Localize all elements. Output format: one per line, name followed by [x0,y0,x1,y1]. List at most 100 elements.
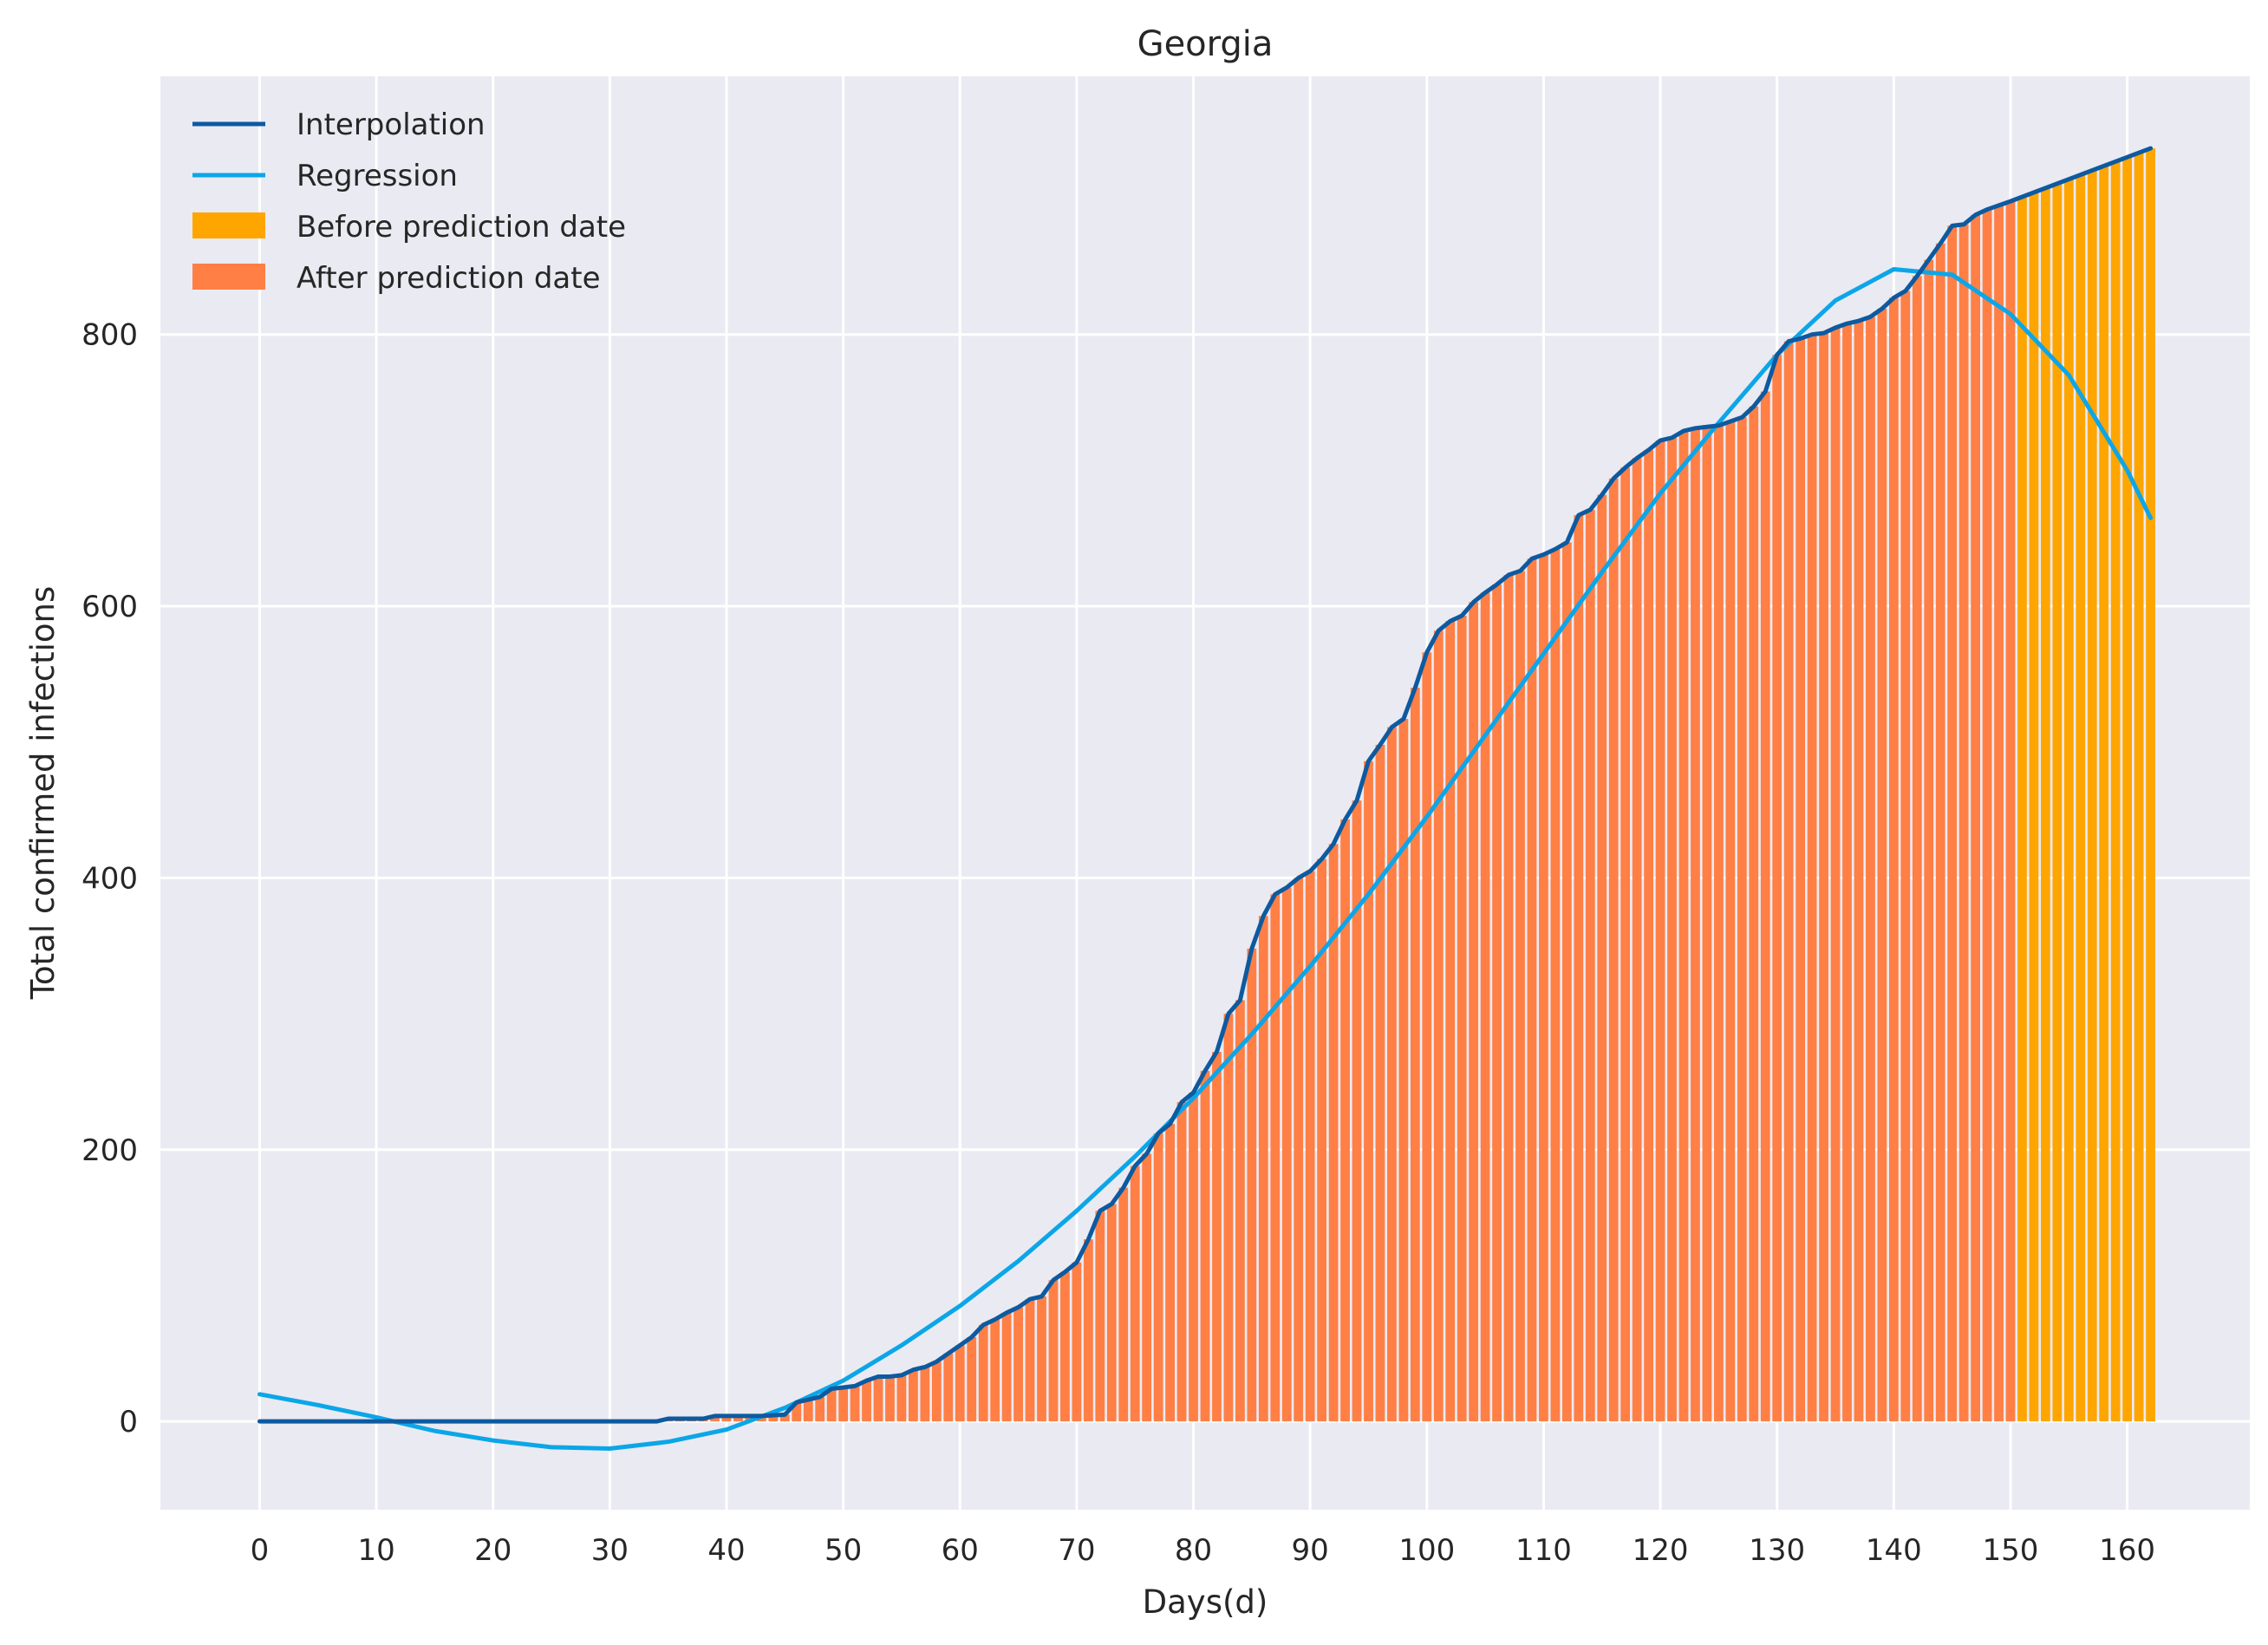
bar [2122,157,2133,1422]
bar [1714,425,1724,1422]
bar [1223,1014,1234,1422]
bar [1422,652,1432,1422]
bar [1620,467,1631,1422]
bar [1888,297,1899,1422]
bar [1294,878,1304,1422]
x-tick-label: 70 [1058,1533,1095,1568]
y-tick-label: 200 [81,1133,138,1168]
bar [1118,1187,1129,1422]
bar [1912,276,1922,1422]
x-tick-label: 120 [1633,1533,1689,1568]
bar [1585,509,1595,1422]
bar [733,1415,743,1422]
x-tick-label: 0 [251,1533,270,1568]
bar [1807,334,1817,1422]
x-tick-label: 80 [1175,1533,1212,1568]
bar [1387,727,1397,1422]
bar [896,1374,907,1422]
x-tick-labels: 0 10 20 30 40 50 60 70 80 90 100 110 120 130 140 150 160 [251,1533,2155,1568]
bar [1398,719,1409,1422]
bar [1212,1051,1222,1422]
bar [1153,1133,1163,1422]
x-tick-label: 110 [1515,1533,1572,1568]
legend-swatch-patch [192,212,265,238]
bar [803,1400,813,1422]
legend-label: After prediction date [297,261,601,296]
x-tick-label: 50 [824,1533,862,1568]
x-tick-label: 160 [2099,1533,2155,1568]
bar [1433,630,1444,1422]
legend-label: Before prediction date [297,210,626,245]
chart-title: Georgia [1137,24,1274,64]
bar [1060,1271,1070,1422]
bar [779,1414,790,1422]
regression-line [257,266,2154,1451]
x-tick-label: 40 [707,1533,745,1568]
bar [1130,1165,1140,1422]
y-tick-label: 0 [119,1405,138,1439]
bar [885,1376,895,1422]
bar [1702,427,1712,1422]
bar [1574,515,1584,1422]
bar [2110,161,2121,1422]
bar [1877,308,1887,1422]
bars [663,148,2155,1422]
bar [1048,1280,1059,1422]
y-tick-label: 600 [81,590,138,624]
bar [1994,205,2004,1422]
y-tick-label: 800 [81,318,138,353]
bar [1819,333,1828,1422]
bar [1667,437,1677,1422]
legend-label: Interpolation [297,108,486,142]
bar [873,1376,883,1422]
bar [1796,338,1806,1422]
bar [1737,417,1747,1422]
bar [710,1415,720,1422]
bar [1037,1296,1046,1422]
bar [1655,440,1665,1422]
bar [1340,819,1350,1422]
bar [1935,243,1945,1422]
bar [2029,192,2039,1422]
bar [1106,1204,1117,1422]
bar [2146,148,2155,1422]
bar [1597,494,1607,1422]
x-tick-label: 10 [357,1533,394,1568]
bar [2063,179,2074,1422]
bar [1328,844,1339,1422]
bar [1281,887,1292,1422]
bar [1142,1153,1152,1422]
bar [2099,166,2109,1422]
bar [1550,549,1561,1422]
bar [850,1386,860,1422]
bar [967,1337,977,1422]
x-tick-label: 130 [1749,1533,1805,1568]
bar [1515,571,1525,1422]
bar [1001,1312,1012,1422]
legend-label: Regression [297,159,458,193]
bar [1854,321,1864,1422]
lines [257,146,2154,1451]
bar [1539,554,1548,1422]
bar [721,1415,732,1422]
bar [768,1415,779,1422]
legend: Interpolation Regression Before prediction… [192,108,626,296]
bar [2076,174,2086,1422]
bar [990,1319,1000,1422]
bar [2134,153,2144,1422]
bar [1678,430,1689,1422]
bar [1492,584,1502,1422]
bar [862,1381,871,1422]
bar [1924,259,1934,1422]
bar [838,1387,849,1422]
bar [1095,1211,1105,1422]
x-tick-label: 20 [474,1533,512,1568]
bar [1527,558,1537,1422]
x-axis-label: Days(d) [1143,1583,1268,1621]
bar [1691,428,1700,1422]
bar [1200,1070,1210,1422]
bar [815,1396,825,1422]
bar [978,1324,988,1422]
bar [1235,1000,1245,1422]
